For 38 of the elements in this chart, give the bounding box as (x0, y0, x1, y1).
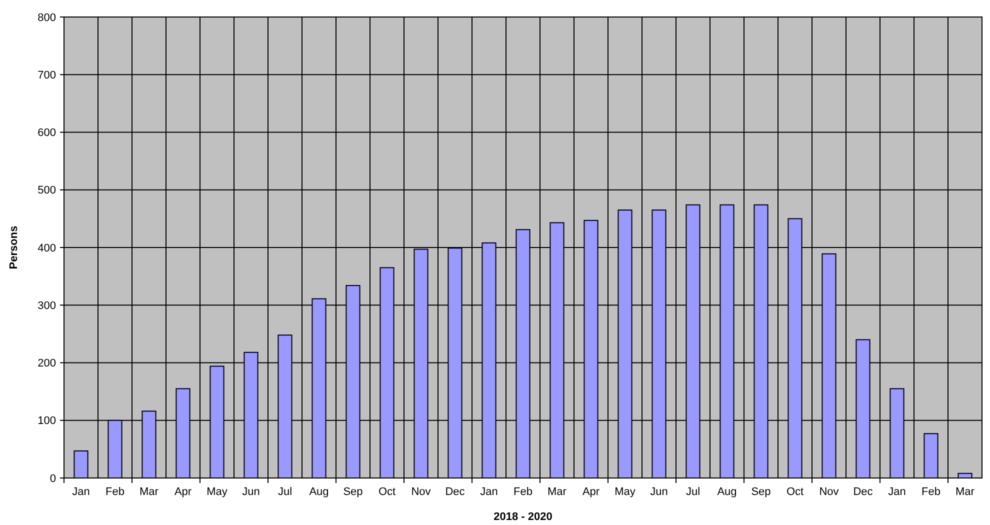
x-tick-label: Nov (819, 486, 840, 498)
x-tick-label: Mar (956, 486, 975, 498)
y-tick-label: 100 (38, 415, 56, 428)
x-tick-label: Apr (174, 486, 192, 498)
x-tick-label: Aug (717, 486, 737, 498)
x-tick-label: May (614, 486, 636, 498)
x-tick-label: Feb (922, 486, 940, 498)
x-tick-label: Oct (786, 486, 804, 498)
y-tick-label: 200 (38, 358, 56, 370)
y-axis-title: Persons (8, 226, 20, 270)
x-tick-label: Dec (445, 486, 466, 498)
x-tick-label: Sep (343, 486, 363, 498)
x-tick-label: May (206, 486, 228, 498)
x-tick-label: Jun (650, 486, 668, 498)
y-tick-label: 500 (38, 184, 56, 197)
x-tick-label: Jan (72, 486, 90, 498)
y-tick-label: 700 (38, 69, 56, 82)
x-tick-label: Mar (140, 486, 159, 498)
y-tick-label: 400 (38, 242, 56, 254)
x-tick-label: Oct (378, 486, 396, 498)
x-tick-label: Aug (309, 486, 329, 498)
x-tick-label: Dec (853, 486, 874, 498)
x-axis-title: 2018 - 2020 (494, 511, 552, 523)
x-tick-label: Nov (411, 486, 432, 498)
x-tick-label: Jul (278, 486, 292, 498)
x-tick-label: Jan (888, 486, 906, 498)
x-tick-label: Apr (582, 486, 600, 498)
y-tick-label: 0 (50, 472, 56, 485)
x-tick-label: Jan (480, 486, 498, 498)
y-tick-label: 300 (38, 300, 56, 312)
y-tick-label: 800 (38, 12, 56, 24)
x-tick-label: Feb (514, 486, 532, 498)
x-tick-label: Mar (548, 486, 567, 498)
x-tick-label: Sep (751, 486, 771, 498)
x-tick-label: Feb (106, 486, 124, 498)
x-tick-label: Jul (686, 486, 700, 498)
y-tick-label: 600 (38, 127, 56, 140)
x-tick-label: Jun (242, 486, 260, 498)
